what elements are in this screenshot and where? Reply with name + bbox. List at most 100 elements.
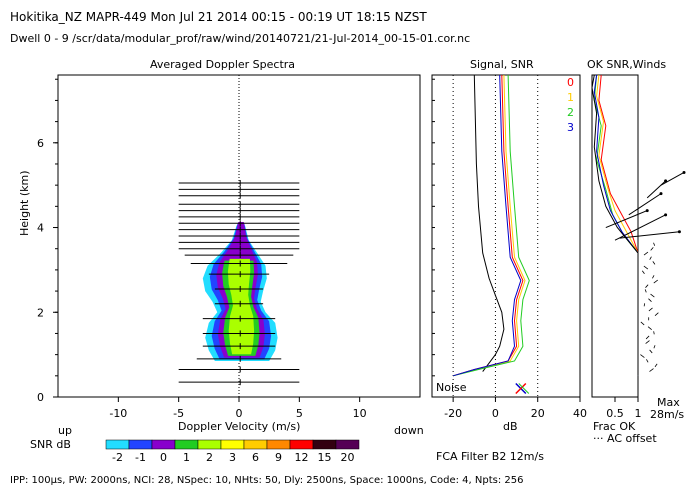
signal-title: Signal, SNR (470, 58, 534, 71)
legend-label-8: 12 (295, 451, 309, 464)
legend-swatch-0 (105, 439, 130, 450)
legend-swatch-9 (312, 439, 337, 450)
wind-barb (649, 349, 653, 354)
legend-swatch-10 (335, 439, 360, 450)
fca-filter-label: FCA Filter B2 12m/s (436, 450, 544, 463)
wind-barb (646, 359, 649, 363)
echo-layer-4 (227, 258, 255, 355)
ok-x-tick-label-0: 0.5 (606, 407, 624, 420)
wind-barb (653, 279, 658, 284)
noise-mark-c (518, 383, 530, 394)
legend-label-0: -2 (112, 451, 123, 464)
legend-swatch-6 (243, 439, 268, 450)
down-label: down (394, 424, 424, 437)
wind-arrow-3 (646, 180, 666, 199)
header-title: Hokitika_NZ MAPR-449 Mon Jul 21 2014 00:… (10, 10, 427, 24)
wind-barb (653, 345, 656, 349)
legend-swatch-8 (289, 439, 314, 450)
beam-legend-3: 3 (567, 121, 574, 134)
wind-barb (650, 247, 654, 251)
wind-arrow-head-0 (664, 213, 668, 217)
legend-label-3: 1 (183, 451, 190, 464)
legend-label-10: 20 (341, 451, 355, 464)
noise-label: Noise (436, 381, 467, 394)
legend-label-7: 9 (275, 451, 282, 464)
wind-barb (649, 368, 654, 372)
noise-mark-b (515, 382, 527, 395)
db-axis-label: dB (503, 420, 518, 433)
y-tick-label-1: 2 (37, 306, 44, 319)
x-tick-label-4: 10 (353, 407, 367, 420)
wind-barb (653, 331, 655, 335)
wind-arrow-head-1 (677, 230, 681, 234)
signal-x-tick-label-1: 0 (492, 407, 499, 420)
height-axis-label: Height (km) (18, 170, 31, 236)
wind-arrow-head-2 (645, 209, 649, 213)
velocity-axis-label: Doppler Velocity (m/s) (178, 420, 301, 433)
wind-arrow-5 (628, 193, 662, 216)
ok-panel: 0.5 1 0 1 2 3 (567, 74, 686, 420)
beam-legend-2: 2 (567, 106, 574, 119)
y-tick-label-0: 0 (37, 391, 44, 404)
max-value: 28m/s (650, 408, 685, 421)
wind-barb (652, 275, 655, 279)
wind-barb (653, 242, 656, 246)
signal-series-2 (452, 74, 526, 377)
wind-barb (649, 256, 652, 260)
wind-barb (650, 293, 655, 298)
wind-barb (643, 265, 649, 270)
legend-label-6: 6 (252, 451, 259, 464)
legend-label-4: 2 (206, 451, 213, 464)
beam-legend-1: 1 (567, 91, 574, 104)
wind-barb (640, 321, 645, 326)
wind-barb (643, 303, 646, 307)
y-tick-label-3: 6 (37, 137, 44, 150)
legend-label-1: -1 (135, 451, 146, 464)
signal-x-tick-label-3: 40 (573, 407, 587, 420)
snr-legend-title: SNR dB (30, 438, 71, 451)
wind-arrow-0 (614, 214, 666, 241)
beam-legend-0: 0 (567, 76, 574, 89)
max-label: Max (657, 396, 680, 409)
wind-arrow-4 (660, 172, 685, 186)
ok-series-1 (596, 74, 639, 376)
wind-barb (652, 261, 656, 265)
x-tick-label-2: 0 (236, 407, 243, 420)
frac-ok-label: Frac OK (593, 420, 636, 433)
wind-barb (654, 363, 658, 368)
x-tick-label-3: 5 (296, 407, 303, 420)
wind-barb (643, 251, 649, 256)
ok-series-0 (598, 74, 639, 376)
ac-offset-label: ··· AC offset (593, 432, 657, 445)
footer-params: IPP: 100μs, PW: 2000ns, NCI: 28, NSpec: … (10, 475, 524, 486)
wind-arrow-head-5 (659, 192, 663, 196)
ac-offset-text: AC offset (607, 432, 657, 445)
signal-x-tick-label-2: 20 (531, 407, 545, 420)
legend-swatch-7 (266, 439, 291, 450)
spectra-panel: -10 -5 0 5 10 0 2 4 6 (37, 74, 421, 420)
wind-barb (645, 335, 650, 340)
signal-series-1 (452, 74, 524, 377)
legend-label-5: 3 (229, 451, 236, 464)
legend-swatch-1 (128, 439, 153, 450)
wind-arrow-2 (605, 210, 648, 228)
snr-color-legend: -2 -1 0 1 2 3 6 9 12 15 20 (105, 439, 360, 464)
x-tick-label-0: -10 (109, 407, 127, 420)
signal-frame (431, 74, 581, 398)
wind-arrow-1 (619, 231, 680, 239)
wind-barb (644, 289, 647, 293)
ok-series-4 (591, 74, 639, 376)
wind-barb (654, 312, 659, 316)
wind-barb (641, 270, 645, 274)
wind-barb (640, 354, 645, 358)
header-path: Dwell 0 - 9 /scr/data/modular_prof/raw/w… (10, 32, 471, 45)
signal-series-0 (473, 74, 505, 372)
signal-series-4 (452, 74, 522, 377)
legend-label-2: 0 (160, 451, 167, 464)
x-tick-label-1: -5 (173, 407, 184, 420)
wind-arrow-head-4 (682, 170, 686, 174)
signal-x-tick-label-0: -20 (444, 407, 462, 420)
legend-swatch-5 (220, 439, 245, 450)
legend-swatch-2 (151, 439, 176, 450)
